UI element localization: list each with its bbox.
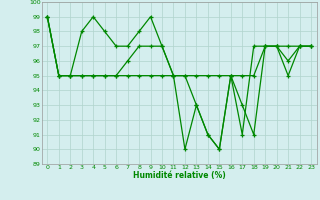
X-axis label: Humidité relative (%): Humidité relative (%) bbox=[133, 171, 226, 180]
